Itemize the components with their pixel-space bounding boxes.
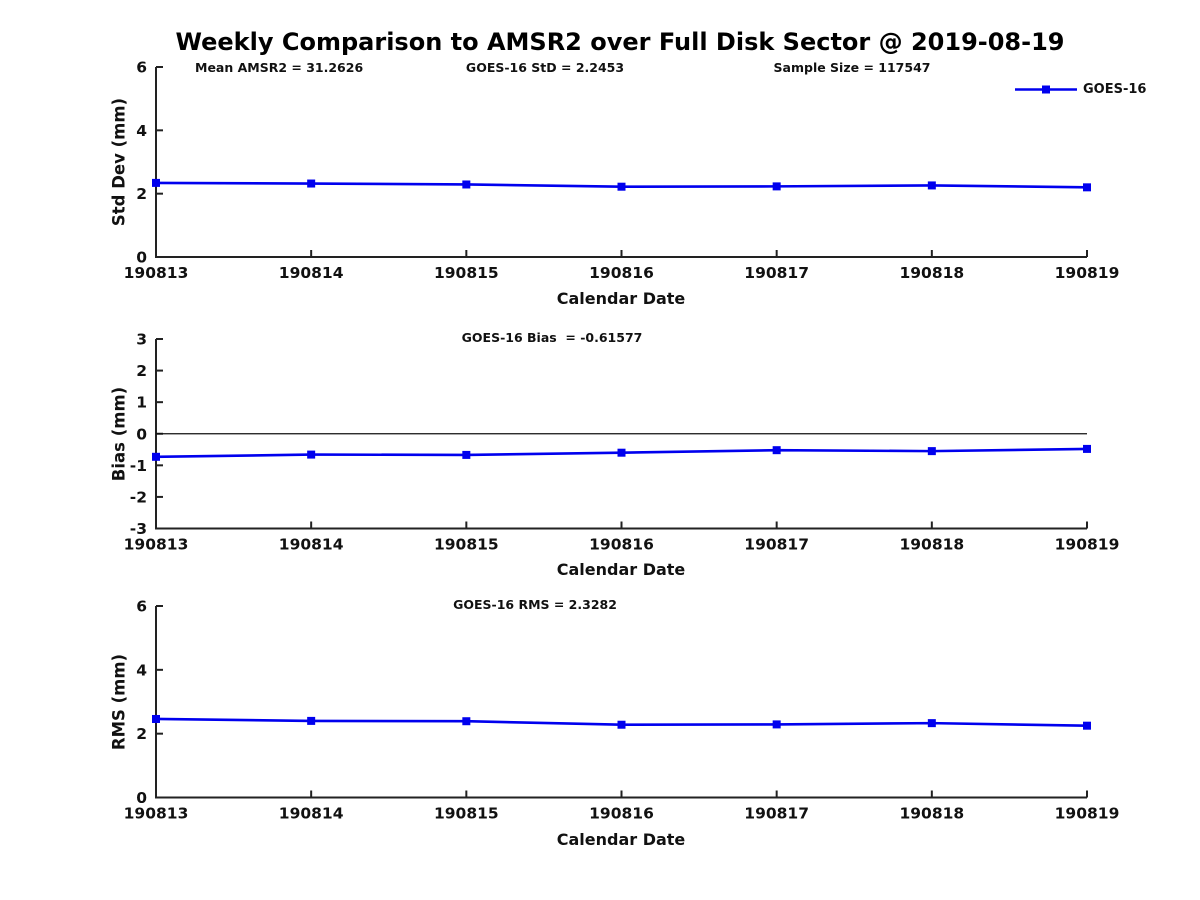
subplot-stddev: 0 2 4 6 190813 190814 190815 190816 190817 190818… [124,59,1120,283]
data-point-marker [927,447,936,456]
subplot-rms: 0 2 4 6 190813 190814 190815 190816 190817 190818… [124,598,1120,823]
data-point-marker [152,178,160,187]
x-tick-label: 190819 [1055,536,1120,554]
x-tick-label: 190818 [899,805,964,823]
data-point-marker [772,720,781,729]
xlabel-calendar-date-1: Calendar Date [556,289,686,308]
legend-marker-icon [1042,85,1050,94]
x-tick-label: 190817 [744,805,809,823]
data-point-marker [307,716,316,725]
annotation-mean-amsr2: Mean AMSR2 = 31.2626 [195,60,364,75]
x-tick-label: 190814 [279,264,344,282]
ylabel-rms: RMS (mm) [109,653,129,751]
data-point-marker [927,719,936,728]
x-tick-label: 190813 [124,536,189,554]
data-point-marker [1083,183,1091,192]
data-point-marker [617,182,626,191]
x-tick-label: 190817 [744,536,809,554]
x-tick-label: 190819 [1055,805,1120,823]
data-point-marker [1083,444,1091,453]
y-tick-label: 0 [136,249,147,267]
y-tick-label: 0 [136,425,147,443]
y-tick-label: 4 [136,661,147,679]
y-tick-label: 2 [136,362,147,380]
annotation-goes16-bias: GOES-16 Bias = -0.61577 [461,330,643,345]
x-tick-label: 190815 [434,264,499,282]
data-point-marker [307,450,316,459]
y-tick-label: 3 [136,331,147,349]
xlabel-calendar-date-3: Calendar Date [556,830,686,849]
x-tick-label: 190816 [589,536,654,554]
x-tick-label: 190816 [589,264,654,282]
y-tick-label: 6 [136,598,147,616]
data-point-marker [462,450,471,459]
data-point-marker [307,179,316,188]
y-tick-label: -3 [130,520,147,538]
annotation-goes16-std: GOES-16 StD = 2.2453 [465,60,625,75]
data-point-marker [462,180,471,189]
data-point-marker [772,446,781,455]
x-tick-label: 190814 [279,805,344,823]
y-tick-label: 2 [136,185,147,203]
y-tick-label: 0 [136,789,147,807]
legend-label: GOES-16 [1083,82,1147,97]
x-tick-label: 190817 [744,264,809,282]
x-tick-label: 190813 [124,264,189,282]
y-tick-label: 4 [136,122,147,140]
figure-title: Weekly Comparison to AMSR2 over Full Dis… [175,28,1065,56]
subplot-bias: -3 -2 -1 0 1 2 3 190813 190814 190815 190816 190817… [124,331,1120,554]
x-tick-label: 190818 [899,536,964,554]
data-point-marker [617,448,626,457]
annotation-sample-size: Sample Size = 117547 [773,60,931,75]
x-tick-label: 190818 [899,264,964,282]
data-point-marker [927,181,936,190]
y-tick-label: 1 [136,394,147,412]
y-tick-label: 2 [136,725,147,743]
data-point-marker [1083,721,1091,730]
legend: GOES-16 [1015,81,1146,98]
y-tick-label: -1 [130,457,147,475]
x-tick-label: 190816 [589,805,654,823]
x-tick-label: 190814 [279,536,344,554]
x-tick-label: 190813 [124,805,189,823]
ylabel-bias: Bias (mm) [109,386,129,482]
x-tick-label: 190815 [434,536,499,554]
legend-line-sample [1015,85,1077,94]
data-point-marker [152,714,160,723]
ylabel-stddev: Std Dev (mm) [109,97,129,227]
data-point-marker [617,720,626,729]
xlabel-calendar-date-2: Calendar Date [556,560,686,579]
y-tick-label: -2 [130,488,147,506]
x-tick-label: 190819 [1055,264,1120,282]
annotation-goes16-rms: GOES-16 RMS = 2.3282 [453,597,617,612]
data-point-marker [772,182,781,191]
data-point-marker [462,717,471,726]
x-tick-label: 190815 [434,805,499,823]
y-tick-label: 6 [136,59,147,77]
data-point-marker [152,452,160,461]
